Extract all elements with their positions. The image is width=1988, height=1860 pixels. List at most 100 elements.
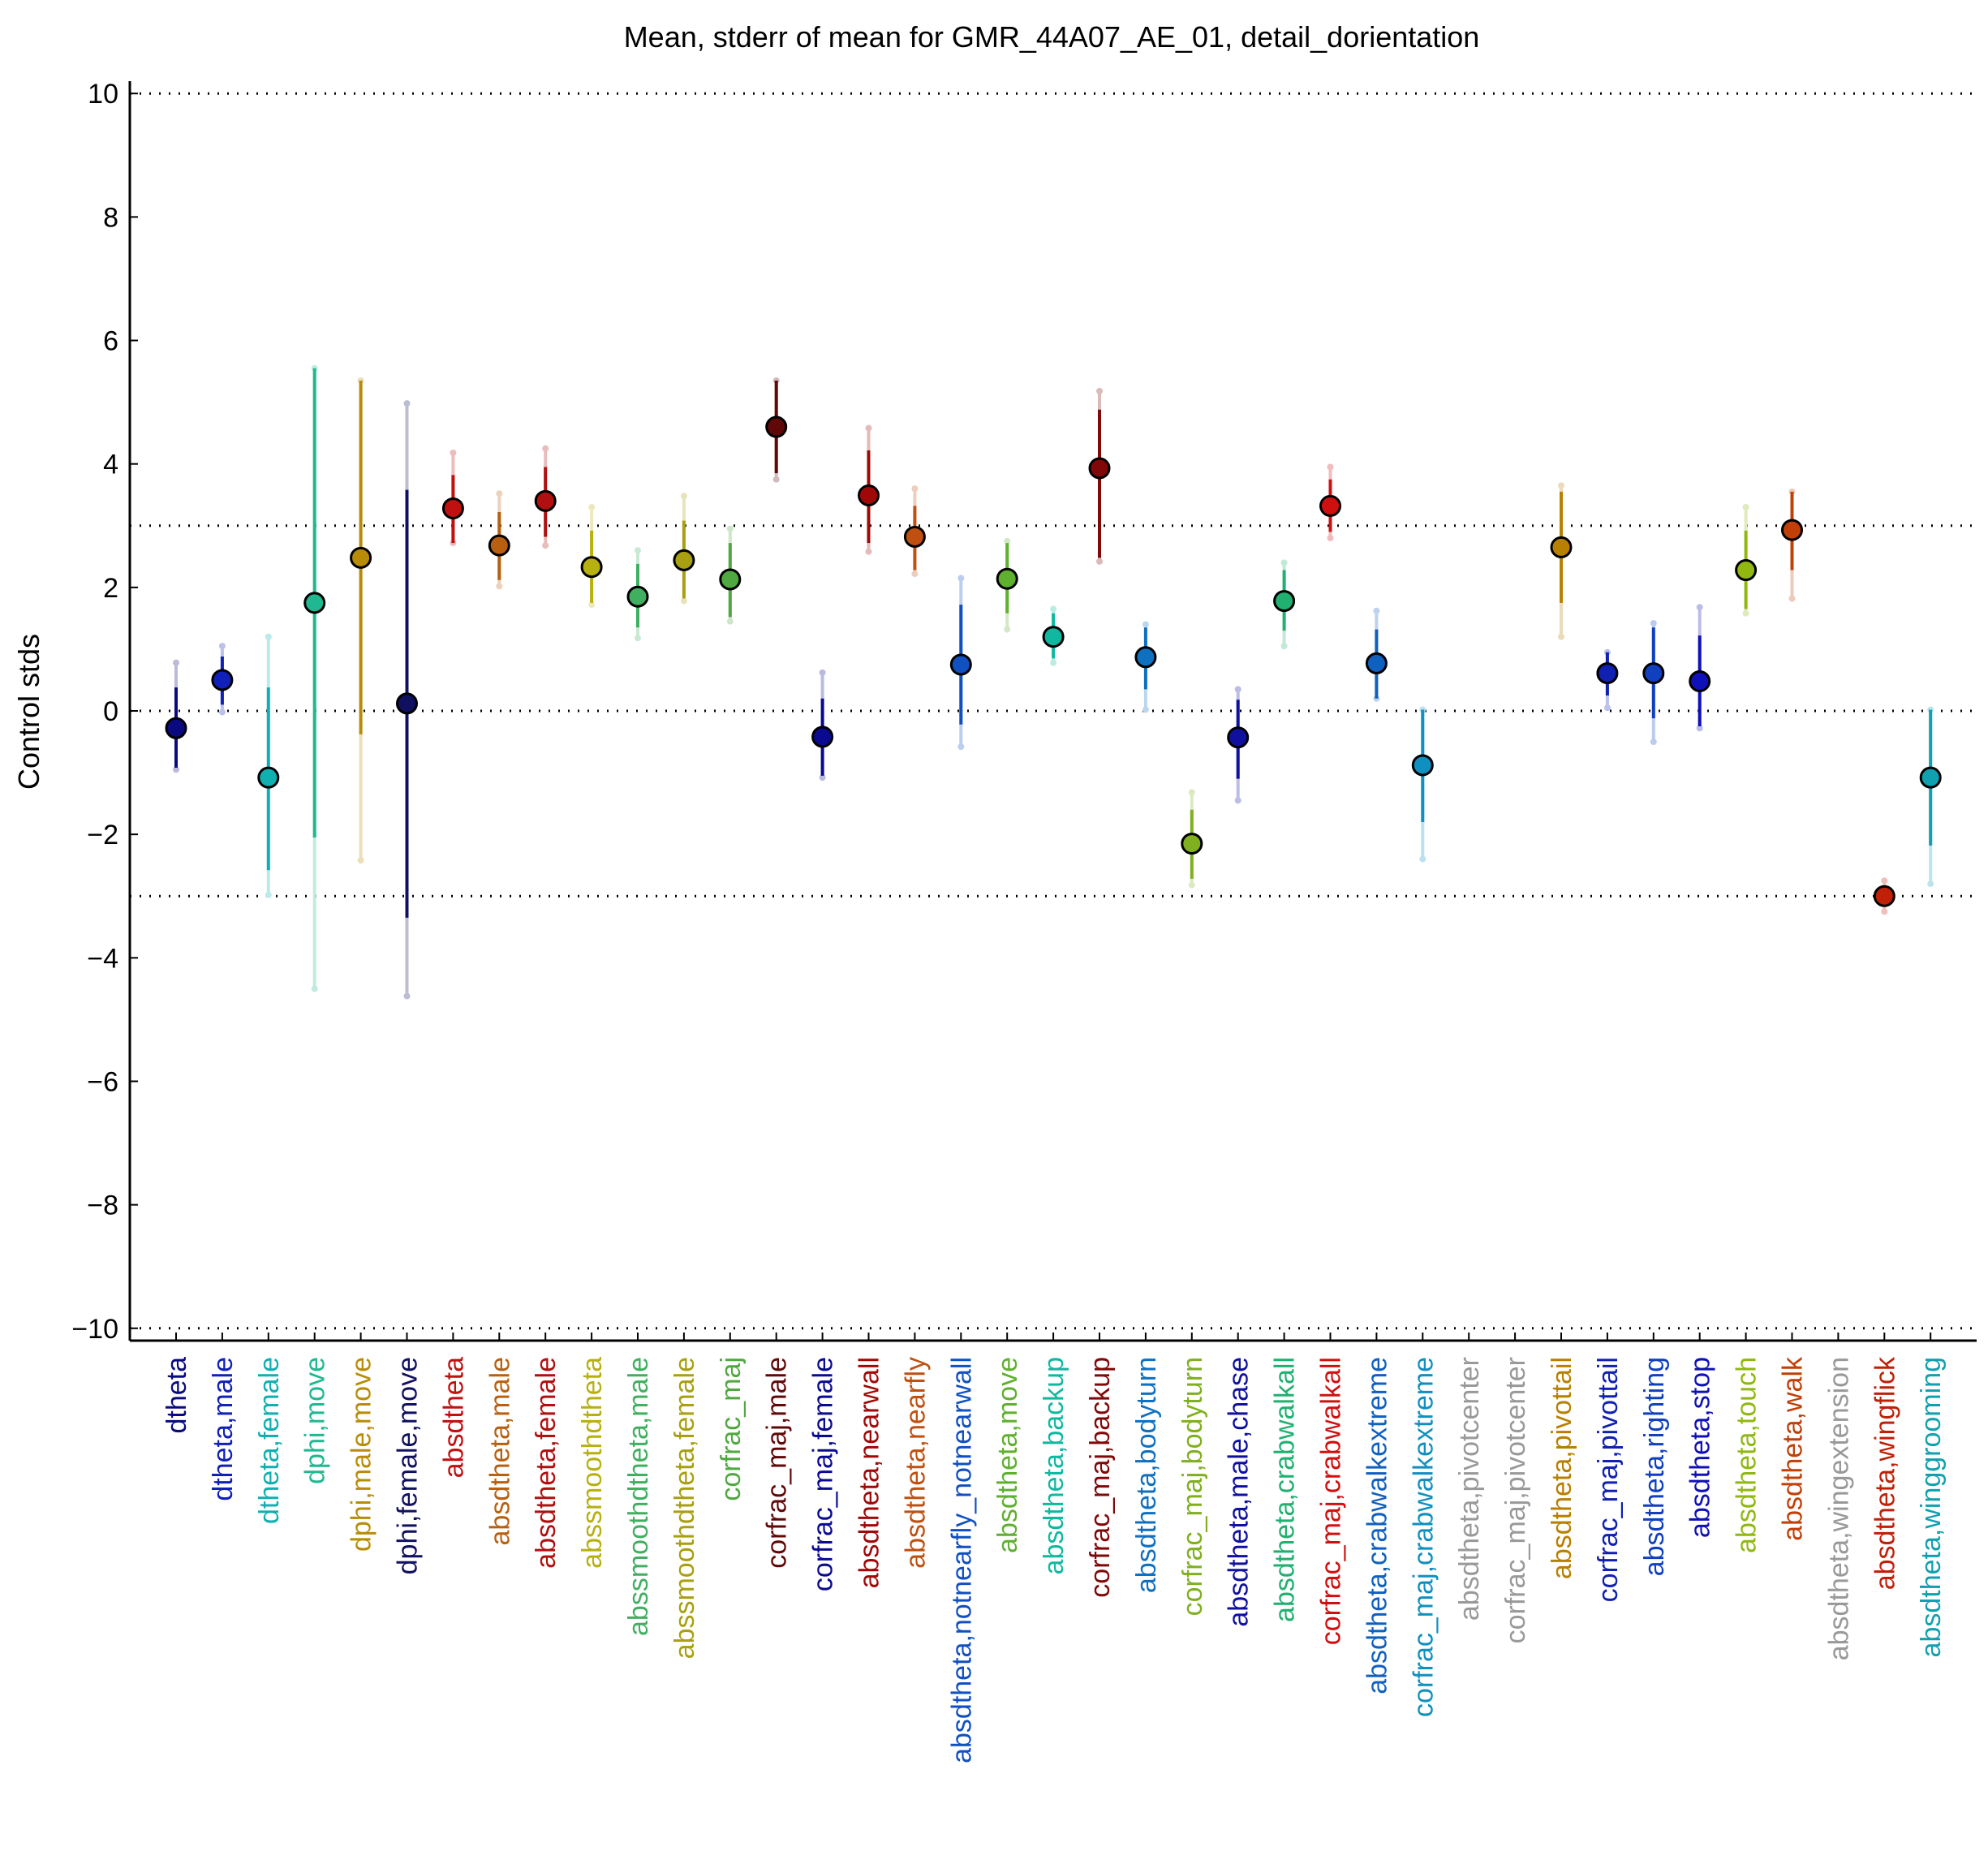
x-tick-label: absdtheta,female: [531, 1357, 562, 1569]
range-end-point: [1558, 482, 1564, 489]
range-end-point: [635, 547, 641, 554]
y-tick-label: −6: [87, 1066, 118, 1097]
range-end-point: [1788, 595, 1796, 602]
mean-point: [1411, 754, 1434, 777]
x-tick-label: absdtheta,nearwall: [854, 1357, 885, 1588]
mean-point: [211, 669, 234, 691]
mean-point: [1689, 670, 1711, 692]
range-end-point: [1188, 789, 1195, 796]
mean-point: [673, 549, 695, 571]
mean-point: [1735, 559, 1758, 582]
mean-point: [858, 484, 880, 506]
y-ticks: 10 8 6 4 2 0 −2 −4 −6 −8 −10: [71, 79, 138, 1345]
range-end-point: [680, 493, 687, 500]
range-end-point: [819, 774, 826, 781]
range-end-point: [1327, 534, 1334, 541]
range-end-point: [218, 708, 226, 716]
x-tick-label: corfrac_maj,crabwalkall: [1316, 1357, 1347, 1645]
range-end-point: [1742, 609, 1749, 617]
x-tick-label: absdtheta,righting: [1639, 1357, 1670, 1576]
mean-point: [903, 525, 926, 548]
range-end-point: [726, 525, 734, 532]
range-end-point: [635, 635, 641, 642]
x-tick-label: dphi,female,move: [393, 1357, 424, 1574]
y-tick-label: −4: [87, 943, 118, 974]
mean-point: [1642, 662, 1665, 685]
y-tick-label: 10: [88, 79, 118, 110]
range-end-point: [403, 400, 411, 407]
range-end-point: [496, 490, 503, 497]
range-end-point: [1650, 738, 1657, 746]
x-tick-label: absdtheta,crabwalkextreme: [1362, 1357, 1392, 1694]
mean-point: [1596, 662, 1619, 685]
y-tick-label: −8: [87, 1190, 118, 1221]
range-end-point: [311, 985, 318, 992]
mean-point: [1873, 885, 1895, 907]
range-end-point: [957, 575, 965, 582]
mean-point: [350, 546, 372, 569]
range-end-point: [1280, 559, 1288, 566]
mean-point: [996, 567, 1018, 590]
mean-point: [580, 556, 603, 579]
range-end-point: [772, 476, 780, 483]
x-tick-label: corfrac_maj,pivotcenter: [1500, 1357, 1531, 1643]
y-tick-label: 8: [103, 202, 118, 233]
range-end-point: [265, 633, 272, 640]
mean-point: [1365, 652, 1388, 674]
range-end-point: [173, 766, 179, 773]
y-tick-label: −2: [87, 820, 118, 850]
x-tick-label: absdtheta,crabwalkall: [1270, 1357, 1301, 1622]
x-tick-label: abssmoothdtheta,female: [669, 1357, 700, 1659]
x-tick-label: dtheta,female: [254, 1357, 285, 1524]
y-tick-label: 6: [103, 326, 118, 357]
range-end-point: [911, 485, 919, 493]
x-tick-label: absdtheta,wingextension: [1823, 1357, 1854, 1660]
x-tick-label: abssmoothdtheta,male: [623, 1357, 654, 1636]
y-tick-label: −10: [71, 1314, 118, 1345]
x-tick-label: dphi,male,move: [346, 1357, 377, 1552]
range-end-point: [1050, 605, 1057, 613]
x-tick-label: absdtheta,winggrooming: [1916, 1357, 1947, 1657]
range-end-point: [1142, 706, 1149, 713]
mean-point: [257, 766, 280, 789]
range-end-point: [357, 857, 364, 864]
range-end-point: [173, 659, 179, 666]
mean-point: [811, 725, 834, 748]
x-tick-label: corfrac_maj,pivottail: [1593, 1357, 1624, 1602]
range-end-point: [1881, 877, 1888, 885]
range-end-point: [1142, 621, 1149, 628]
range-end-point: [819, 669, 826, 676]
range-end-point: [726, 618, 734, 625]
mean-point: [1319, 494, 1341, 517]
x-tick-label: absdtheta,walk: [1778, 1356, 1809, 1541]
x-tick-label: absdtheta,touch: [1732, 1357, 1762, 1553]
x-tick-label: absdtheta,wingflick: [1870, 1356, 1900, 1590]
range-end-point: [1004, 537, 1011, 545]
mean-point: [1919, 766, 1942, 789]
mean-point: [626, 585, 649, 608]
y-tick-label: 2: [103, 573, 118, 604]
range-end-point: [1696, 604, 1703, 611]
x-tick-label: corfrac_maj,crabwalkextreme: [1408, 1357, 1439, 1717]
x-tick-label: absdtheta,bodyturn: [1131, 1357, 1162, 1593]
x-tick-label: absdtheta,stop: [1685, 1357, 1716, 1538]
range-end-point: [1558, 633, 1564, 640]
range-end-point: [1096, 558, 1103, 565]
mean-point: [1781, 519, 1803, 541]
range-end-point: [265, 891, 272, 898]
mean-point: [765, 415, 788, 438]
x-tick-label: absdtheta: [438, 1357, 469, 1478]
range-end-point: [496, 583, 503, 590]
x-tick-label: absdtheta,nearfly: [900, 1357, 931, 1569]
y-tick-label: 0: [103, 696, 118, 727]
x-tick-label: corfrac_maj,female: [808, 1357, 839, 1591]
y-axis-label: Control stds: [12, 634, 45, 790]
range-end-point: [1004, 626, 1011, 633]
x-tick-label: dtheta: [161, 1357, 192, 1434]
mean-point: [1181, 833, 1203, 855]
range-end-point: [218, 643, 226, 650]
range-end-point: [1881, 908, 1888, 915]
range-end-point: [588, 601, 596, 609]
mean-point: [949, 653, 972, 676]
